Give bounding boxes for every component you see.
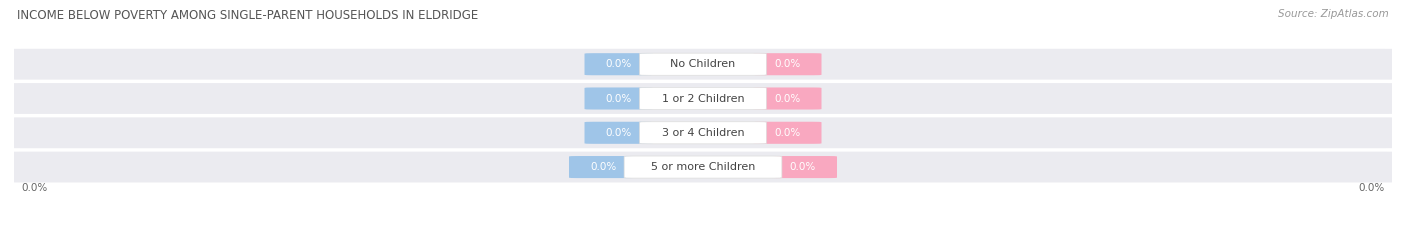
- FancyBboxPatch shape: [640, 87, 766, 110]
- FancyBboxPatch shape: [0, 152, 1406, 182]
- FancyBboxPatch shape: [585, 53, 652, 75]
- FancyBboxPatch shape: [624, 156, 782, 178]
- Text: 0.0%: 0.0%: [775, 93, 800, 103]
- Text: No Children: No Children: [671, 59, 735, 69]
- Text: 0.0%: 0.0%: [606, 128, 631, 138]
- Text: 0.0%: 0.0%: [21, 183, 48, 193]
- Text: 5 or more Children: 5 or more Children: [651, 162, 755, 172]
- FancyBboxPatch shape: [0, 83, 1406, 114]
- Text: 0.0%: 0.0%: [591, 162, 616, 172]
- Text: 0.0%: 0.0%: [1358, 183, 1385, 193]
- FancyBboxPatch shape: [585, 122, 652, 144]
- FancyBboxPatch shape: [769, 156, 837, 178]
- Text: 3 or 4 Children: 3 or 4 Children: [662, 128, 744, 138]
- FancyBboxPatch shape: [0, 49, 1406, 80]
- FancyBboxPatch shape: [754, 53, 821, 75]
- FancyBboxPatch shape: [585, 87, 652, 110]
- Text: 0.0%: 0.0%: [606, 59, 631, 69]
- FancyBboxPatch shape: [640, 53, 766, 75]
- Text: 0.0%: 0.0%: [775, 59, 800, 69]
- Text: Source: ZipAtlas.com: Source: ZipAtlas.com: [1278, 9, 1389, 19]
- Text: 0.0%: 0.0%: [775, 128, 800, 138]
- Text: INCOME BELOW POVERTY AMONG SINGLE-PARENT HOUSEHOLDS IN ELDRIDGE: INCOME BELOW POVERTY AMONG SINGLE-PARENT…: [17, 9, 478, 22]
- Text: 1 or 2 Children: 1 or 2 Children: [662, 93, 744, 103]
- Text: 0.0%: 0.0%: [606, 93, 631, 103]
- FancyBboxPatch shape: [569, 156, 637, 178]
- FancyBboxPatch shape: [754, 87, 821, 110]
- FancyBboxPatch shape: [754, 122, 821, 144]
- FancyBboxPatch shape: [0, 117, 1406, 148]
- Text: 0.0%: 0.0%: [790, 162, 815, 172]
- FancyBboxPatch shape: [640, 122, 766, 144]
